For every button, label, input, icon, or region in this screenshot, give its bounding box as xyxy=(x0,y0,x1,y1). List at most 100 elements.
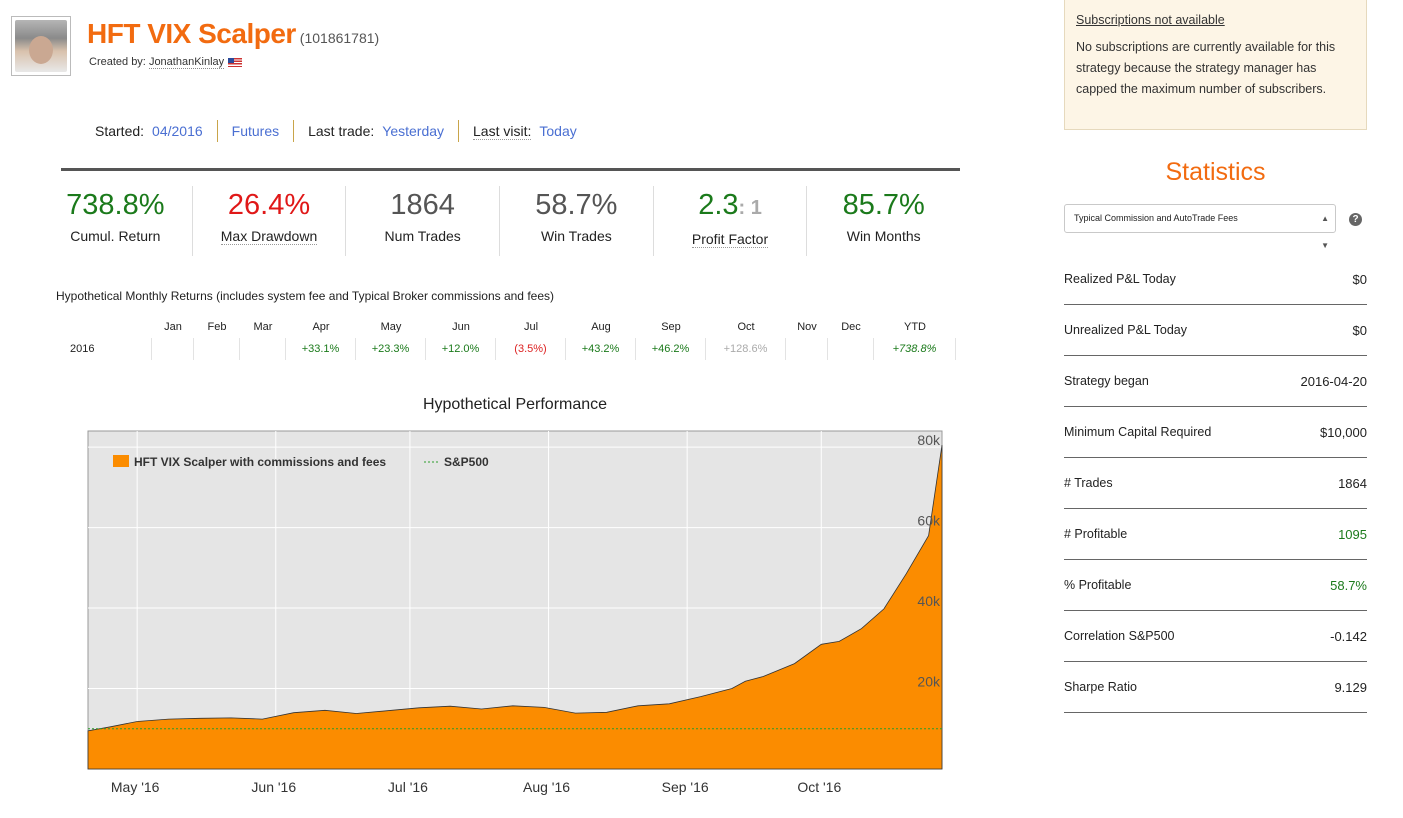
month-return: +46.2% xyxy=(636,338,706,360)
stat-win-months: 85.7% Win Months xyxy=(807,186,960,256)
statistic-row: # Trades 1864 xyxy=(1064,458,1367,509)
legend-label-sp500: S&P500 xyxy=(444,455,489,469)
month-header: May xyxy=(380,321,402,333)
monthly-returns-row: 2016 +33.1% +23.3% +12.0% (3.5%) +43.2% +46.2%… xyxy=(56,338,956,360)
month-header: Nov xyxy=(797,321,817,333)
subscriptions-heading[interactable]: Subscriptions not available xyxy=(1076,13,1225,27)
month-header: Dec xyxy=(841,321,861,333)
month-return: (3.5%) xyxy=(496,338,566,360)
statistics-title: Statistics xyxy=(1165,158,1266,186)
statistic-label: Unrealized P&L Today xyxy=(1064,323,1187,337)
month-header: Oct xyxy=(737,321,755,333)
legend-label-strategy: HFT VIX Scalper with commissions and fee… xyxy=(134,455,386,469)
month-header: Aug xyxy=(591,321,611,333)
month-return: +33.1% xyxy=(286,338,356,360)
month-return xyxy=(152,338,194,360)
statistic-value: 1095 xyxy=(1338,526,1367,542)
y-tick-label: 60k xyxy=(917,513,941,529)
statistic-row: Realized P&L Today $0 xyxy=(1064,254,1367,305)
x-tick-label: Jun '16 xyxy=(251,779,296,795)
month-return xyxy=(828,338,874,360)
chart-title: Hypothetical Performance xyxy=(422,396,608,413)
x-tick-label: Aug '16 xyxy=(523,779,570,795)
statistic-value: 2016-04-20 xyxy=(1300,373,1368,389)
strategy-area xyxy=(87,445,943,770)
stat-num-trades: 1864 Num Trades xyxy=(346,186,501,256)
statistic-label: # Trades xyxy=(1064,476,1113,490)
last-visit-value[interactable]: Today xyxy=(539,123,577,139)
fee-type-select[interactable]: Typical Commission and AutoTrade Fees ▲ ▼ xyxy=(1064,204,1336,250)
month-header: Jan xyxy=(164,321,182,333)
stat-cumul-return: 738.8% Cumul. Return xyxy=(39,186,193,256)
statistic-label: Minimum Capital Required xyxy=(1064,425,1212,439)
statistic-label: # Profitable xyxy=(1064,527,1128,541)
stat-label: Num Trades xyxy=(384,228,461,244)
stat-value: 26.4% xyxy=(227,189,311,221)
stat-profit-factor: 2.3: 1 Profit Factor xyxy=(654,186,808,256)
month-return xyxy=(786,338,828,360)
us-flag-icon xyxy=(228,57,243,67)
stat-value: 2.3: 1 xyxy=(698,189,762,221)
month-header: Apr xyxy=(312,321,330,333)
statistic-row: Unrealized P&L Today $0 xyxy=(1064,305,1367,356)
statistic-value: $0 xyxy=(1352,271,1367,287)
statistic-value: $0 xyxy=(1352,322,1367,338)
stat-label[interactable]: Max Drawdown xyxy=(220,228,318,245)
started-label: Started: xyxy=(95,123,145,139)
month-return: +43.2% xyxy=(566,338,636,360)
monthly-returns-table: Jan Feb Mar Apr May Jun Jul Aug Sep Oct Nov Dec YTD … xyxy=(56,316,956,360)
statistic-label: Sharpe Ratio xyxy=(1064,680,1137,694)
month-return xyxy=(240,338,286,360)
x-tick-label: Oct '16 xyxy=(797,779,841,795)
created-by-label: Created by: xyxy=(89,56,146,68)
month-header: YTD xyxy=(904,321,926,333)
performance-chart[interactable]: 20k 40k 60k 80k May '16 Jun '16 Jul '16 Aug '16… xyxy=(0,420,960,812)
statistic-value: 58.7% xyxy=(1330,577,1367,593)
legend-swatch-strategy xyxy=(113,455,129,467)
stat-max-drawdown: 26.4% Max Drawdown xyxy=(193,186,347,256)
statistic-row: Correlation S&P500 -0.142 xyxy=(1064,611,1367,662)
statistic-value: $10,000 xyxy=(1320,424,1367,440)
strategy-id: (101861781) xyxy=(299,30,380,46)
stat-value: 58.7% xyxy=(535,189,618,221)
x-tick-label: May '16 xyxy=(111,779,160,795)
stat-label: Cumul. Return xyxy=(70,228,161,244)
stat-label[interactable]: Profit Factor xyxy=(691,231,769,248)
select-arrows-icon: ▲ ▼ xyxy=(1321,214,1329,250)
statistic-row: # Profitable 1095 xyxy=(1064,509,1367,560)
last-trade-value[interactable]: Yesterday xyxy=(382,123,445,139)
stat-label: Win Months xyxy=(846,228,921,244)
statistic-label: % Profitable xyxy=(1064,578,1132,592)
statistic-row: Sharpe Ratio 9.129 xyxy=(1064,662,1367,713)
statistic-value: 1864 xyxy=(1338,475,1367,491)
statistic-label: Realized P&L Today xyxy=(1064,272,1176,286)
stat-label: Win Trades xyxy=(540,228,612,244)
x-tick-label: Jul '16 xyxy=(388,779,428,795)
subscriptions-body: No subscriptions are currently available… xyxy=(1076,40,1336,96)
month-return: +738.8% xyxy=(874,338,956,360)
month-header: Jul xyxy=(523,321,539,333)
statistic-value: -0.142 xyxy=(1330,628,1367,644)
creator-avatar[interactable] xyxy=(11,16,71,76)
year-label: 2016 xyxy=(56,338,152,360)
last-visit-label: Last visit: xyxy=(473,122,532,140)
started-value[interactable]: 04/2016 xyxy=(152,123,203,139)
monthly-returns-header: Jan Feb Mar Apr May Jun Jul Aug Sep Oct Nov Dec YTD xyxy=(56,316,956,338)
month-return xyxy=(194,338,240,360)
last-trade-label: Last trade: xyxy=(308,123,375,139)
month-header: Sep xyxy=(661,321,681,333)
instrument-type[interactable]: Futures xyxy=(231,123,280,139)
y-tick-label: 80k xyxy=(917,432,941,448)
help-icon[interactable]: ? xyxy=(1349,213,1362,226)
month-header: Mar xyxy=(253,321,273,333)
profit-factor-ratio: : 1 xyxy=(738,197,762,219)
month-return: +23.3% xyxy=(356,338,426,360)
creator-link[interactable]: JonathanKinlay xyxy=(148,56,225,69)
strategy-meta: Started: 04/2016 Futures Last trade: Yes… xyxy=(95,120,577,142)
meta-divider xyxy=(458,120,460,142)
stat-win-trades: 58.7% Win Trades xyxy=(500,186,654,256)
statistic-row: Strategy began 2016-04-20 xyxy=(1064,356,1367,407)
x-tick-label: Sep '16 xyxy=(662,779,709,795)
creator-line: Created by: JonathanKinlay xyxy=(89,56,243,69)
stat-value: 1864 xyxy=(390,189,455,221)
